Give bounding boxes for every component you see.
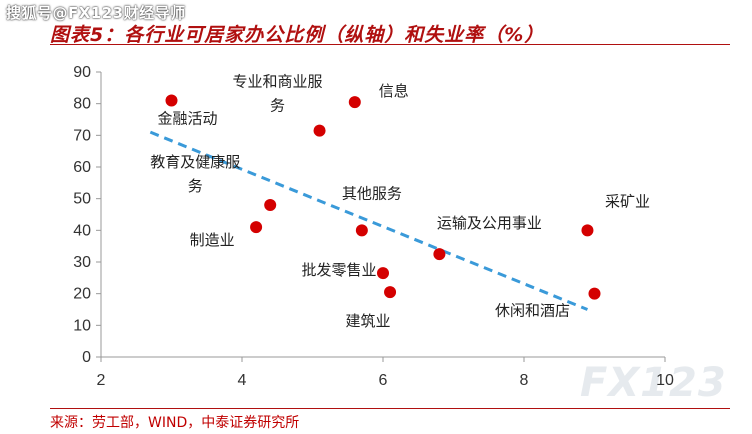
data-point-label: 制造业 <box>190 231 235 249</box>
y-tick-label: 40 <box>73 222 91 239</box>
chart-title: 图表5：各行业可居家办公比例（纵轴）和失业率（%） <box>50 24 545 46</box>
y-tick-label: 0 <box>82 349 91 366</box>
data-point <box>165 94 178 107</box>
data-point-label: 务 <box>270 97 285 115</box>
data-point-label: 金融活动 <box>157 110 217 128</box>
data-point-label: 信息 <box>379 82 409 100</box>
x-tick-label: 6 <box>379 372 388 389</box>
data-point <box>377 267 389 280</box>
y-tick-label: 30 <box>73 254 91 271</box>
x-tick-label: 2 <box>97 372 106 389</box>
data-point <box>588 287 601 300</box>
data-point-label: 其他服务 <box>342 184 402 202</box>
y-tick-label: 70 <box>73 127 91 144</box>
y-tick-label: 90 <box>73 64 91 81</box>
y-tick-label: 50 <box>73 191 91 208</box>
footer-divider <box>50 408 730 409</box>
data-point <box>433 248 446 261</box>
trendline <box>149 130 589 311</box>
data-point-label: 采矿业 <box>605 192 650 210</box>
y-tick-label: 20 <box>73 286 91 303</box>
x-tick-label: 10 <box>656 372 674 389</box>
data-point-label: 休闲和酒店 <box>495 302 570 320</box>
y-tick-label: 10 <box>73 317 91 334</box>
data-point-label: 务 <box>188 177 203 195</box>
watermark-text: 搜狐号@FX123财经导师 <box>6 4 186 22</box>
data-point <box>581 224 594 237</box>
title-divider <box>50 44 730 45</box>
data-point <box>313 124 326 137</box>
data-point <box>355 224 368 237</box>
source-note: 来源：劳工部，WIND，中泰证券研究所 <box>50 415 300 431</box>
data-point-label: 专业和商业服 <box>233 73 323 91</box>
data-point <box>264 199 277 211</box>
data-point <box>348 96 361 109</box>
x-tick-label: 4 <box>238 372 247 389</box>
y-tick-label: 80 <box>73 96 91 113</box>
data-point <box>250 221 263 234</box>
x-tick-label: 8 <box>520 372 529 389</box>
data-point <box>384 286 397 299</box>
data-point-label: 运输及公用事业 <box>437 214 542 232</box>
data-point-label: 建筑业 <box>346 312 391 330</box>
fx123-logo: FX123 <box>580 360 727 406</box>
data-point-label: 批发零售业 <box>301 261 376 279</box>
data-point-label: 教育及健康服 <box>150 153 240 171</box>
y-tick-label: 60 <box>73 159 91 176</box>
